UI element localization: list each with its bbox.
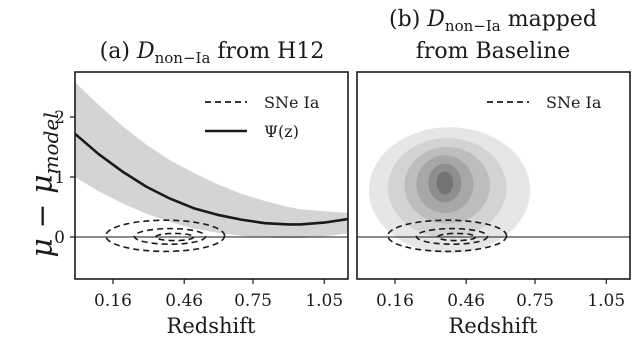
y-tick-label: 0: [54, 228, 65, 248]
x-tick-label: 1.05: [587, 291, 625, 311]
density-level-6: [436, 171, 454, 195]
sne-ia-contour-3: [387, 219, 508, 253]
x-tick-label: 0.75: [516, 291, 554, 311]
panel-b-x-axis-label: Redshift: [449, 314, 538, 338]
panel-a-title: (a) Dnon−Ia from H12: [100, 39, 325, 67]
sne-ia-contour-2: [133, 227, 207, 245]
legend-sne-ia-label: SNe Ia: [546, 93, 602, 112]
panel-b: 0.16 0.46 0.75 1.05 Redshift SNe Ia: [356, 71, 631, 338]
y-tick-label: 1: [54, 168, 65, 188]
uncertainty-band-layer: [75, 82, 348, 239]
x-tick-label: 0.75: [234, 291, 272, 311]
panel-b-legend: SNe Ia: [487, 93, 602, 112]
sne-ia-contour-layer: [105, 219, 226, 253]
psi-uncertainty-band: [75, 82, 348, 239]
psi-curve: [75, 132, 348, 226]
panel-b-title-line2: from Baseline: [416, 39, 571, 64]
y-axis-label: μ − μmodel: [25, 112, 63, 257]
panel-a-x-ticks: 0.16 0.46 0.75 1.05: [94, 279, 343, 311]
density-contour-layer: [368, 127, 531, 254]
x-tick-label: 0.46: [447, 291, 485, 311]
x-tick-label: 1.05: [305, 291, 343, 311]
legend-sne-ia-label: SNe Ia: [264, 93, 320, 112]
panel-a-frame: [74, 71, 349, 280]
sne-ia-contour-layer: [387, 219, 508, 253]
x-tick-label: 0.46: [165, 291, 203, 311]
panel-a-x-axis-label: Redshift: [167, 314, 256, 338]
panel-b-x-ticks: 0.16 0.46 0.75 1.05: [376, 279, 625, 311]
sne-ia-contour-2: [415, 227, 489, 245]
y-tick-label: 2: [54, 108, 65, 128]
panel-a-legend: SNe Ia Ψ(z): [205, 93, 320, 141]
x-tick-label: 0.16: [376, 291, 414, 311]
sne-ia-contour-1: [436, 232, 477, 242]
panel-a-y-ticks: 0 1 2: [54, 108, 75, 248]
legend-psi-label: Ψ(z): [264, 122, 299, 141]
sne-ia-contour-3: [105, 219, 226, 253]
panel-b-frame: [356, 71, 631, 280]
psi-curve-layer: [75, 132, 348, 226]
panel-a: 0.16 0.46 0.75 1.05 0 1 2 Redshift SNe Ia Ψ(z…: [54, 71, 349, 338]
x-tick-label: 0.16: [94, 291, 132, 311]
panel-b-title: (b) Dnon−Ia mapped: [389, 7, 597, 35]
sne-ia-contour-1: [154, 232, 195, 242]
